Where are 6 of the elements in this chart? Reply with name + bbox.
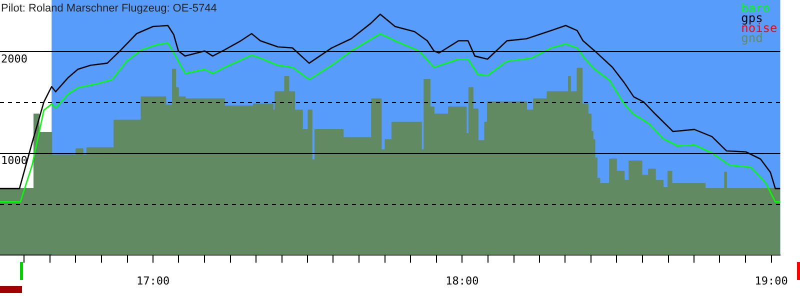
x-tick-label: 19:00: [754, 274, 788, 288]
y-tick-label: 1000: [1, 154, 28, 168]
y-tick-label: 2000: [1, 52, 28, 66]
x-tick-label: 18:00: [446, 274, 479, 288]
text: gnd: [741, 31, 763, 46]
x-tick-label: 17:00: [136, 274, 170, 288]
